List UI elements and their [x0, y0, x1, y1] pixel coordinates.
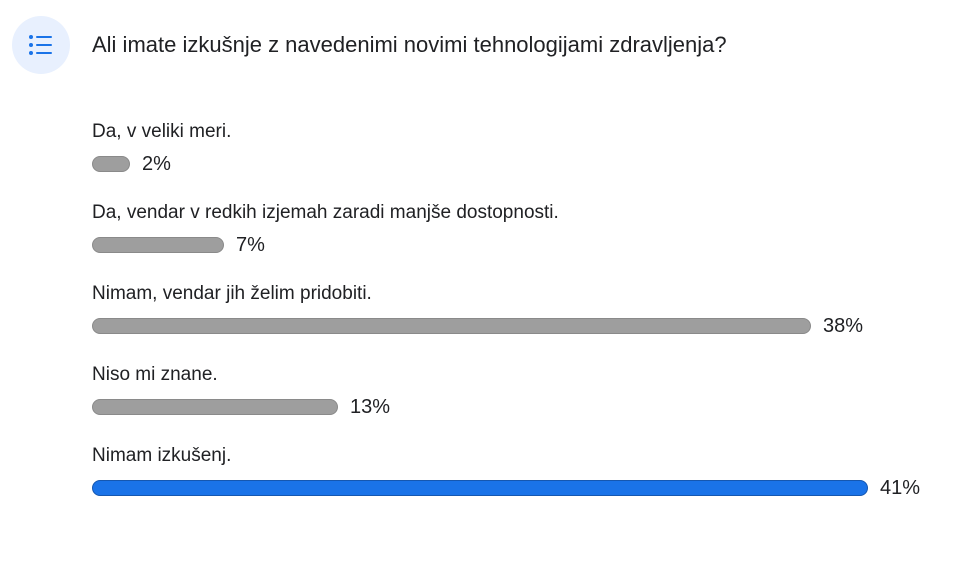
poll-header: Ali imate izkušnje z navedenimi novimi t… [12, 16, 962, 74]
option-label: Nimam izkušenj. [92, 445, 232, 466]
result-bar [92, 480, 868, 496]
poll-option: Niso mi znane. 13% [92, 361, 952, 423]
option-label: Niso mi znane. [92, 364, 218, 385]
percentage-label: 2% [142, 153, 171, 175]
option-label: Nimam, vendar jih želim pridobiti. [92, 283, 372, 304]
poll-question: Ali imate izkušnje z navedenimi novimi t… [92, 32, 727, 57]
result-bar [92, 156, 130, 172]
percentage-label: 7% [236, 234, 265, 256]
poll-option: Nimam izkušenj. 41% [92, 442, 952, 504]
result-bar [92, 237, 224, 253]
result-bar [92, 318, 811, 334]
percentage-label: 41% [880, 477, 921, 499]
list-icon [12, 16, 70, 74]
option-label: Da, v veliki meri. [92, 121, 232, 142]
result-bar [92, 399, 338, 415]
poll-option: Da, v veliki meri. 2% [92, 118, 952, 180]
option-label: Da, vendar v redkih izjemah zaradi manjš… [92, 202, 559, 223]
percentage-label: 13% [350, 396, 391, 418]
poll-option: Da, vendar v redkih izjemah zaradi manjš… [92, 199, 952, 261]
percentage-label: 38% [823, 315, 864, 337]
poll-option: Nimam, vendar jih želim pridobiti. 38% [92, 280, 952, 342]
